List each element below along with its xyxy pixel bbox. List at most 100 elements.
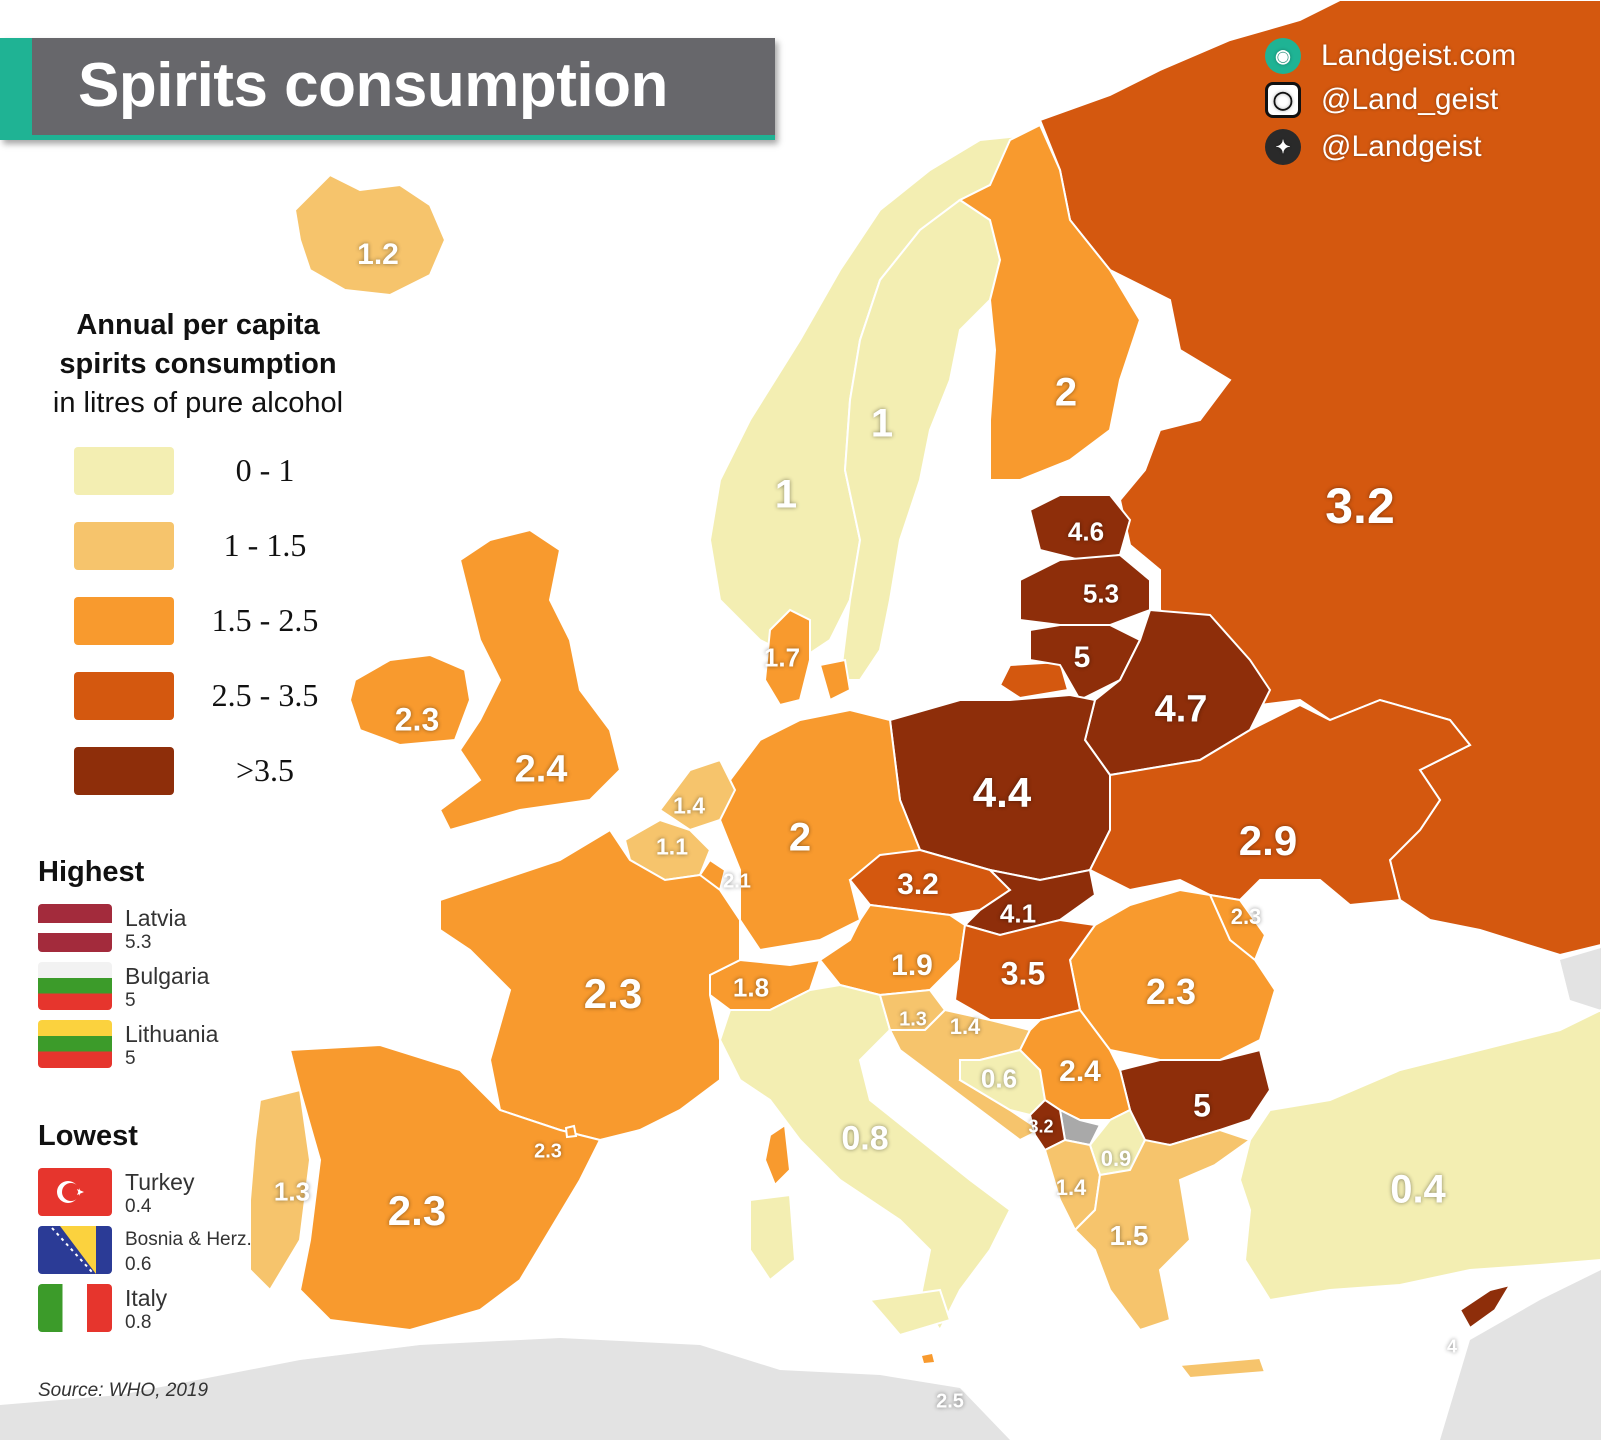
iceland-region [293,173,447,297]
lowest-3-value: 0.8 [125,1312,152,1333]
value-ireland: 2.3 [394,701,440,738]
lowest-1-value: 0.4 [125,1196,152,1217]
middle-east-land [1440,1270,1601,1440]
legend-label-2: 1.5 - 2.5 [211,602,319,638]
title-accent [0,38,32,140]
value-bulgaria: 5 [1193,1087,1211,1124]
bosnia-triangle-icon [51,1226,96,1274]
source-note: Source: WHO, 2019 [38,1380,209,1401]
value-hungary: 3.5 [1000,955,1046,992]
spain-region [288,1043,602,1332]
germany-region [718,708,922,952]
ireland-region [348,653,472,747]
ukraine-region [1088,698,1472,907]
value-germany: 2 [788,815,812,860]
value-spain: 2.3 [387,1187,447,1234]
highest-2-name: Bulgaria [125,963,210,989]
value-sweden: 1 [870,401,894,446]
lowest-3-name: Italy [125,1285,168,1311]
bulgaria-flag [38,962,112,1010]
value-belarus: 4.7 [1154,688,1208,731]
brand-website-label: Landgeist.com [1321,39,1517,72]
latvia-flag [38,904,112,952]
value-russia: 3.2 [1325,478,1395,534]
value-cyprus: 4 [1446,1336,1458,1357]
value-greece: 1.5 [1109,1220,1149,1251]
lithuania-flag [38,1020,112,1068]
value-poland: 4.4 [972,769,1032,816]
turkey-flag [38,1168,112,1216]
legend-title: Annual per capita spirits consumption in… [0,306,396,423]
legend-label-1: 1 - 1.5 [223,527,307,563]
legend-label-3: 2.5 - 3.5 [211,677,319,713]
value-iceland: 1.2 [357,238,399,271]
value-luxembourg: 2.1 [723,870,751,893]
north-africa-land [0,1338,1010,1440]
value-lithuania: 5 [1073,641,1091,674]
legend-swatch-0 [74,447,174,495]
title-underline [32,135,775,140]
value-moldova: 2.3 [1230,904,1262,929]
highest-heading: Highest [38,856,145,888]
value-finland: 2 [1054,370,1078,415]
value-andorra: 2.3 [534,1140,562,1163]
legend-title-line-1: Annual per capita [76,309,320,341]
value-malta: 2.5 [936,1390,964,1413]
brand-website[interactable]: ◉ Landgeist.com [1265,38,1516,74]
turkey-region [1238,1008,1601,1302]
value-ukraine: 2.9 [1238,817,1298,864]
title-bar: Spirits consumption [0,38,775,140]
value-denmark: 1.7 [763,642,801,673]
lowest-heading: Lowest [38,1120,138,1152]
lowest-2-name: Bosnia & Herz. [125,1229,252,1250]
legend-label-4: >3.5 [235,752,295,788]
italy-region [718,983,1012,1332]
value-albania: 1.4 [1055,1175,1087,1200]
page-title: Spirits consumption [78,51,668,120]
highest-1-name: Latvia [125,905,187,931]
value-turkey: 0.4 [1390,1167,1446,1212]
value-france: 2.3 [583,970,643,1017]
legend-title-line-2: spirits consumption [59,348,337,380]
value-serbia: 2.4 [1059,1055,1101,1088]
legend-swatch-2 [74,597,174,645]
value-italy: 0.8 [841,1119,889,1158]
corsica-region [763,1123,792,1187]
caucasus-land [1560,948,1601,1010]
value-austria: 1.9 [891,949,933,982]
value-slovakia: 4.1 [999,898,1037,929]
legend-swatch-1 [74,522,174,570]
andorra-region [564,1124,578,1139]
brand-twitter[interactable]: ✦ @Landgeist [1265,129,1482,165]
value-latvia: 5.3 [1082,578,1120,609]
denmark-islands [818,658,852,702]
brand-twitter-label: @Landgeist [1321,130,1482,163]
legend-swatch-4 [74,747,174,795]
uk-region [438,528,622,832]
highest-2-value: 5 [125,990,136,1011]
value-montenegro: 3.2 [1028,1116,1054,1137]
value-netherlands: 1.4 [673,792,705,819]
globe-icon: ◉ [1265,38,1301,74]
value-belgium: 1.1 [656,833,688,860]
highest-3-value: 5 [125,1048,136,1069]
cyprus-region [1458,1283,1513,1330]
brand-instagram[interactable]: ◯ @Land_geist [1265,82,1498,118]
value-slovenia: 1.3 [899,1008,927,1031]
bosnia-flag [38,1226,112,1274]
austria-region [818,903,967,997]
legend-swatch-3 [74,672,174,720]
legend-label-0: 0 - 1 [235,452,295,488]
crete-region [1178,1356,1267,1380]
italy-flag [38,1284,112,1332]
value-north-macedonia: 0.9 [1100,1146,1132,1171]
value-czechia: 3.2 [897,868,939,901]
value-estonia: 4.6 [1067,516,1105,547]
value-uk: 2.4 [514,748,568,791]
value-romania: 2.3 [1145,971,1197,1012]
highest-3-name: Lithuania [125,1021,219,1047]
value-bosnia: 0.6 [980,1063,1018,1094]
finland-region [958,123,1142,481]
value-switzerland: 1.8 [732,972,770,1003]
